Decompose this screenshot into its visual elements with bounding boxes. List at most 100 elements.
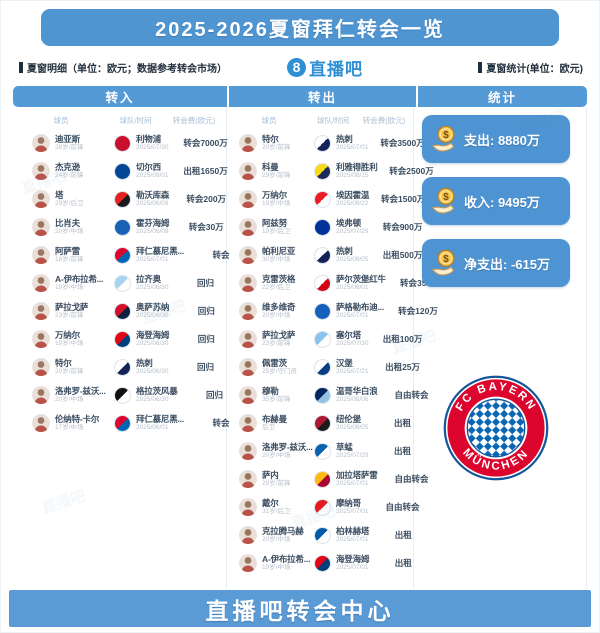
player-age-position: 20岁/中场: [262, 452, 291, 460]
stat-text: 净支出: -615万: [464, 256, 550, 272]
transfer-date: 2025/07/29: [336, 228, 369, 236]
player-name: 帕利尼亚: [262, 245, 296, 256]
transfer-fee: 回归: [197, 362, 215, 372]
player-block: 特尔 20岁/前锋: [55, 358, 109, 377]
table-row: A-伊布拉希... 19岁/中场 海登海姆 2025/07/01 出租: [227, 549, 413, 577]
club-block: 萨格勒布迪... 2025/07/01: [336, 302, 384, 321]
club-name: 奥萨苏纳: [136, 301, 170, 312]
player-avatar: [32, 414, 50, 432]
zhibo8-logo-text: 直播吧: [309, 59, 363, 79]
club-block: 纽伦堡 2025/08/05: [336, 414, 369, 433]
player-name: 迪亚斯: [55, 133, 80, 144]
club-block: 热刺 2025/08/05: [336, 246, 369, 265]
transfer-fee: 出租25万: [385, 362, 421, 372]
table-row: 阿萨雷 18岁/前锋 拜仁慕尼黑... 2025/07/01 转会: [13, 241, 230, 269]
club-name: 热刺: [336, 245, 353, 256]
column-header-in: 转入: [13, 86, 227, 107]
transfer-fee: 出租: [394, 558, 412, 568]
transfer-fee: 转会7000万: [183, 138, 228, 148]
club-block: 埃弗顿 2025/07/29: [336, 218, 369, 237]
transfer-fee: 出租: [394, 530, 412, 540]
transfer-fee: 出租: [394, 418, 412, 428]
column-header-stats: 统计: [418, 86, 587, 107]
player-avatar: [239, 190, 257, 208]
player-avatar: [32, 134, 50, 152]
club-block: 草蜢 2025/07/29: [336, 442, 369, 461]
player-block: 伦纳特-卡尔 17岁/中场: [55, 414, 109, 433]
transfers-out-list: 特尔 20岁/前锋 热刺 2025/07/01 转会3500万 科曼 29岁/前…: [227, 129, 440, 577]
player-avatar: [239, 246, 257, 264]
svg-text:$: $: [443, 254, 449, 265]
club-name: 萨格勒布迪...: [336, 301, 384, 312]
table-row: 科曼 29岁/前锋 利雅得胜利 2025/08/15 转会2500万: [227, 157, 434, 185]
zhibo8-logo: 8 直播吧: [287, 55, 363, 80]
club-block: 柏林赫塔 2025/07/01: [336, 526, 369, 545]
club-block: 格拉茨风暴 2025/06/30: [136, 386, 178, 405]
player-avatar: [239, 526, 257, 544]
transfer-date: 2025/07/01: [336, 312, 369, 320]
player-block: 迪亚斯 28岁/前锋: [55, 134, 109, 153]
table-row: 萨拉戈萨 23岁/前锋 塞尔塔 2025/07/30 出租100万: [227, 325, 422, 353]
player-name: 杰克逊: [55, 161, 80, 172]
table-row: 萨拉戈萨 23岁/前锋 奥萨苏纳 2025/06/30 回归: [13, 297, 226, 325]
transfer-date: 2025/07/01: [336, 508, 369, 516]
transfer-fee: 出租500万: [382, 250, 423, 260]
player-block: 布赫曼 后卫: [262, 414, 309, 433]
transfer-fee: 转会200万: [186, 194, 227, 204]
club-name: 利物浦: [136, 133, 161, 144]
player-avatar: [239, 470, 257, 488]
player-name: 克雷茨格: [262, 273, 296, 284]
player-block: 塔 29岁/后卫: [55, 190, 109, 209]
table-subheader: 球员 球队/时间 转会费(欧元): [13, 111, 226, 129]
table-row: 特尔 20岁/前锋 热刺 2025/07/01 转会3500万: [227, 129, 425, 157]
player-age-position: 23岁/前锋: [262, 340, 291, 348]
stat-card: $ 净支出: -615万: [422, 239, 570, 287]
transfer-fee: 自由转会: [385, 502, 420, 512]
player-avatar: [32, 274, 50, 292]
club-name: 拜仁慕尼黑...: [136, 245, 184, 256]
club-name: 勒沃库森: [136, 189, 170, 200]
club-name: 霍芬海姆: [136, 217, 170, 228]
player-name: 萨拉戈萨: [262, 329, 296, 340]
transfer-date: 2025/07/21: [336, 368, 369, 376]
club-block: 海登海姆 2025/07/01: [336, 554, 369, 573]
player-block: 穆勒 35岁/前锋: [262, 386, 309, 405]
player-avatar: [32, 302, 50, 320]
stats-column: $ 支出: 8880万 $ 收入: 9495万 $ 净支出: -615万: [414, 107, 587, 589]
club-block: 勒沃库森 2025/06/09: [136, 190, 169, 209]
club-name: 海登海姆: [136, 329, 170, 340]
player-age-position: 后卫: [262, 424, 275, 432]
player-block: 科曼 29岁/前锋: [262, 162, 309, 181]
player-age-position: 31岁/后卫: [262, 508, 291, 516]
club-block: 利物浦 2025/07/30: [136, 134, 169, 153]
table-row: 佩雷茨 25岁/守门员 汉堡 2025/07/21 出租25万: [227, 353, 420, 381]
player-block: 杰克逊 24岁/前锋: [55, 162, 109, 181]
club-name: 热刺: [136, 357, 153, 368]
svg-text:$: $: [443, 130, 449, 141]
table-row: 迪亚斯 28岁/前锋 利物浦 2025/07/30 转会7000万: [13, 129, 228, 157]
transfer-fee: 转会350万: [399, 278, 440, 288]
heidenheim-crest-icon: [114, 330, 131, 348]
player-avatar: [32, 218, 50, 236]
table-row: 杰克逊 24岁/前锋 切尔西 2025/09/01 出租1650万: [13, 157, 228, 185]
transfer-date: 2025/06/01: [136, 424, 169, 432]
player-block: 阿萨雷 18岁/前锋: [55, 246, 109, 265]
player-age-position: 20岁/中场: [262, 312, 291, 320]
player-block: 万纳尔 19岁/中场: [262, 190, 309, 209]
psv-crest-icon: [314, 190, 331, 208]
player-block: 佩雷茨 25岁/守门员: [262, 358, 309, 377]
galatasaray-crest-icon: [314, 470, 331, 488]
club-name: 埃因霍温: [336, 189, 370, 200]
chelsea-crest-icon: [114, 162, 131, 180]
bayern-ii-crest-icon: [114, 414, 131, 432]
rb-salzburg-crest-icon: [314, 274, 331, 292]
transfer-date: 2025/06/30: [136, 340, 169, 348]
player-avatar: [239, 134, 257, 152]
player-age-position: 22岁/后卫: [262, 284, 291, 292]
player-age-position: 35岁/前锋: [262, 396, 291, 404]
transfer-date: 2025/06/30: [136, 312, 169, 320]
lazio-crest-icon: [114, 274, 131, 292]
subheader-club: 球队/时间: [316, 115, 350, 125]
player-avatar: [32, 246, 50, 264]
club-name: 柏林赫塔: [336, 525, 370, 536]
